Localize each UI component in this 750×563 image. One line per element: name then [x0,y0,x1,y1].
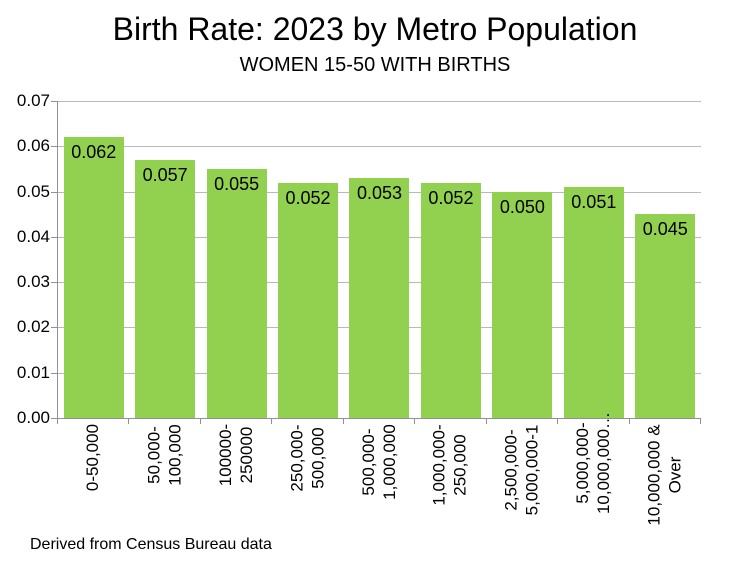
x-axis-category-line: 100000- [215,423,235,487]
x-axis-category-label: 1,000,000- 250,000 [429,424,471,505]
x-axis-tick [414,419,416,424]
x-axis-tick [271,419,273,424]
x-axis-category-line: 100,000 [165,423,185,486]
bar [278,182,339,418]
x-axis-category-label: 5,000,000- 10,000,000… [572,412,614,514]
bar [635,214,696,418]
x-axis-tick [700,419,701,424]
x-axis-category-label: 10,000,000 & Over [643,424,685,525]
x-axis-tick [199,419,201,424]
bar [349,178,410,418]
y-axis-tick [51,372,57,374]
bar-value-label: 0.051 [571,192,617,213]
x-axis-category-label: 2,500,000- 5,000,000-1 [500,424,542,515]
y-axis-tick-label: 0.06 [16,136,50,156]
x-axis-category-line: 2,500,000- [501,428,521,511]
x-axis-tick [485,419,487,424]
x-axis-category-line: 1,000,000- [430,423,450,506]
bar-value-label: 0.053 [356,182,402,203]
y-axis-tick-label: 0.07 [16,91,50,110]
bar-value-label: 0.052 [285,187,331,208]
x-axis-category-line: 5,000,000- [572,422,592,504]
x-axis-category-label: 50,000- 100,000 [143,424,185,485]
x-axis-category-line: 0-50,000 [83,423,103,492]
y-axis-tick-label: 0.04 [16,226,50,246]
y-axis-tick [51,236,57,238]
x-axis-category-line: 50,000- [144,425,164,484]
y-axis-tick-label: 0.00 [16,408,50,427]
bar [206,168,267,418]
y-axis-tick [51,418,57,419]
x-axis-category-label: 100000- 250000 [215,424,257,486]
x-axis-tick [342,419,344,424]
x-axis-category-line: 500,000 [308,426,328,489]
x-axis-category-line: 250,000 [451,433,471,496]
gridline [58,101,701,102]
x-axis-tick [128,419,130,424]
x-axis-category-label: 0-50,000 [82,424,103,491]
bar [63,137,124,418]
x-axis-tick [57,419,58,424]
bar [492,191,553,418]
y-axis-tick-label: 0.01 [16,362,50,382]
y-axis-tick [51,327,57,329]
y-axis-tick-label: 0.02 [16,317,50,337]
y-axis-tick [51,146,57,148]
x-axis-tick [628,419,630,424]
bar-value-label: 0.055 [214,173,260,194]
y-axis-tick [51,191,57,193]
y-axis-tick [51,101,57,102]
x-axis-category-line: 1,000,000 [379,424,399,500]
bar [135,159,196,418]
x-axis-category-line: 5,000,000-1 [522,424,542,515]
bar [420,182,481,418]
chart-subtitle: WOMEN 15-50 WITH BIRTHS [239,54,511,76]
y-axis-tick [51,282,57,284]
bar-value-label: 0.045 [642,219,688,240]
x-axis-category-line: 10,000,000… [593,411,613,515]
x-axis-category-line: 250,000- [287,423,307,492]
bar-value-label: 0.050 [499,196,545,217]
bar-value-label: 0.062 [71,142,117,163]
x-axis-category-line: Over [665,456,685,493]
x-axis-category-label: 500,000- 1,000,000 [357,424,399,500]
x-axis-category-line: 10,000,000 & [644,423,664,526]
footnote: Derived from Census Bureau data [30,536,272,553]
bar [563,187,624,418]
plot-area: 0.062 0.057 0.055 0.052 0.053 0.052 0.050 0.051… [57,101,701,419]
x-axis-tick [557,419,559,424]
y-axis-tick-label: 0.03 [16,272,50,292]
chart-title: Birth Rate: 2023 by Metro Population [112,11,638,47]
gridline [58,146,701,148]
x-axis-category-line: 500,000- [358,428,378,496]
bar-value-label: 0.052 [428,187,474,208]
bar-value-label: 0.057 [142,164,188,185]
y-axis-tick-label: 0.05 [16,181,50,201]
x-axis-category-line: 250000 [236,426,256,484]
x-axis-category-label: 250,000- 500,000 [286,424,328,491]
